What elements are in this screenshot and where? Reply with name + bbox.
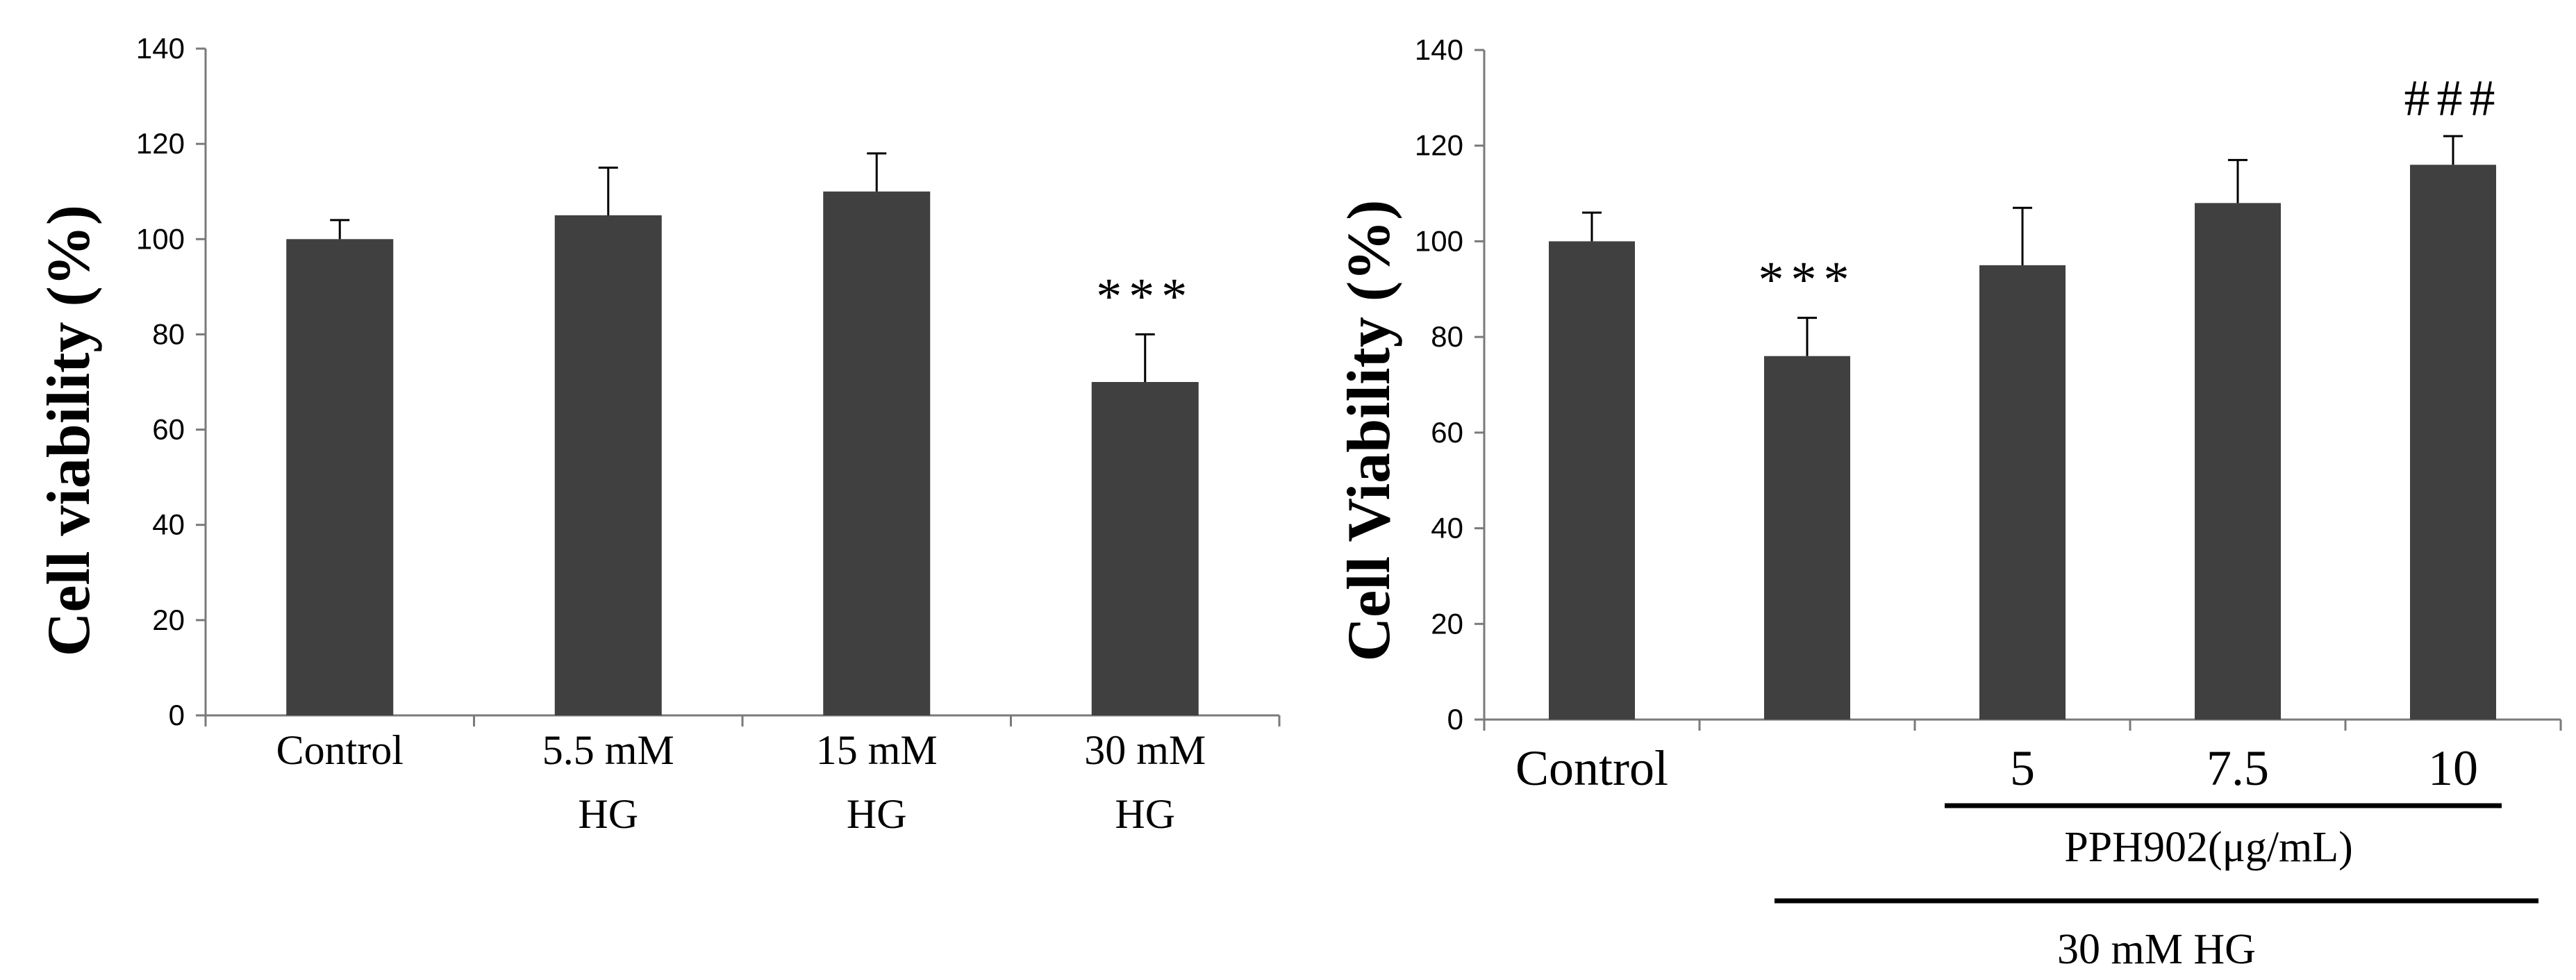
- bar: [2410, 165, 2496, 720]
- x-category-label: 7.5: [2207, 740, 2269, 796]
- y-tick-label: 60: [1431, 416, 1463, 449]
- y-tick-label: 60: [152, 413, 185, 446]
- group-label-hg: 30 mM HG: [2057, 926, 2256, 973]
- y-axis-title: Cell viability (%): [35, 205, 103, 656]
- bar: [554, 215, 662, 715]
- y-tick-label: 120: [1415, 129, 1463, 162]
- group-label-pph902: PPH902(μg/mL): [2064, 824, 2353, 871]
- y-tick-label: 80: [152, 317, 185, 350]
- significance-label: ***: [1759, 252, 1856, 309]
- x-category-label: 15 mM: [816, 727, 938, 773]
- x-category-label: HG: [847, 791, 907, 837]
- y-tick-label: 80: [1431, 320, 1463, 353]
- y-tick-label: 120: [136, 127, 185, 160]
- y-tick-label: 100: [136, 222, 185, 255]
- bar: [1764, 356, 1850, 720]
- y-axis-title: Cell Viability (%): [1336, 200, 1403, 662]
- y-tick-label: 40: [1431, 512, 1463, 545]
- chart-panel-left: Cell viability (%) 0 20 40 60 80 100 120 140 Con…: [35, 32, 1281, 837]
- bar: [1549, 241, 1635, 720]
- bar: [2195, 203, 2281, 720]
- bar: [286, 239, 394, 715]
- x-category-label: 5: [2010, 740, 2035, 796]
- bar: [1091, 382, 1199, 715]
- x-category-label: 10: [2428, 740, 2478, 796]
- bar: [1979, 265, 2066, 720]
- bar: [823, 191, 931, 715]
- x-category-label: Control: [276, 727, 404, 773]
- y-tick-label: 0: [1447, 703, 1463, 736]
- significance-label: ###: [2404, 70, 2502, 127]
- y-tick-label: 100: [1415, 224, 1463, 257]
- x-category-label: HG: [1115, 791, 1175, 837]
- y-tick-label: 140: [136, 32, 185, 65]
- y-tick-label: 0: [169, 699, 185, 731]
- x-category-label: HG: [578, 791, 638, 837]
- x-category-label: 30 mM: [1084, 727, 1206, 773]
- chart-panel-right: Cell Viability (%) PPH902(μg/mL) 30 mM H…: [1336, 33, 2562, 973]
- significance-label: ***: [1096, 268, 1194, 325]
- x-category-label: Control: [1515, 740, 1668, 796]
- x-category-label: 5.5 mM: [542, 727, 674, 773]
- y-tick-label: 20: [152, 604, 185, 636]
- y-tick-label: 140: [1415, 33, 1463, 66]
- y-tick-label: 20: [1431, 607, 1463, 640]
- y-tick-label: 40: [152, 508, 185, 541]
